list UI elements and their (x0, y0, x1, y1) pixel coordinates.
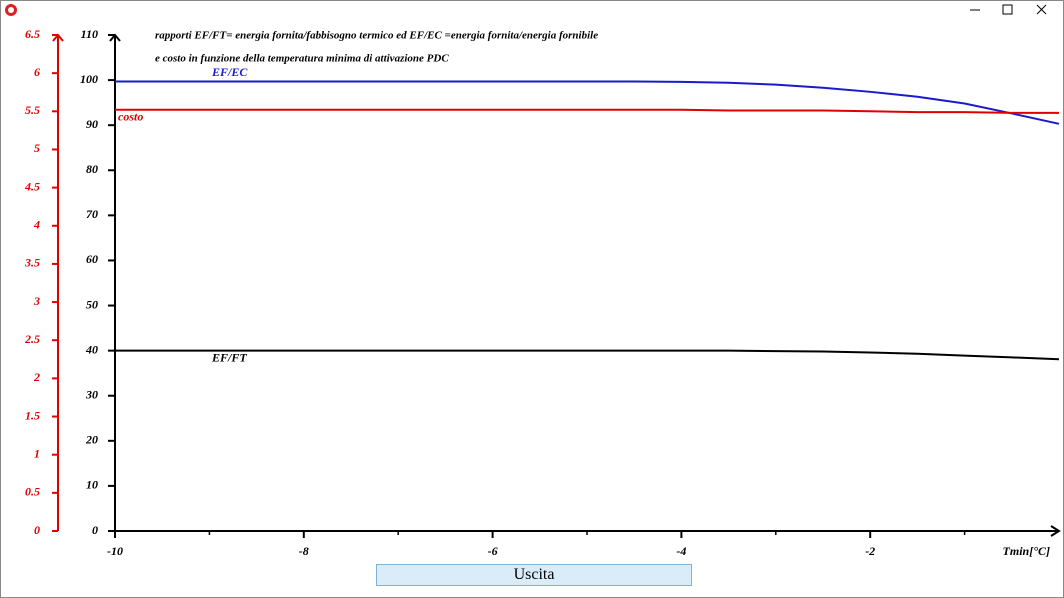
app-icon-center (8, 7, 14, 13)
y2-tick-label: 3.5 (24, 256, 40, 270)
series-line (115, 108, 1059, 114)
y2-tick-label: 6.5 (25, 27, 40, 41)
y2-tick-label: 1 (34, 446, 40, 460)
y-tick-label: 80 (86, 162, 98, 176)
series-line (115, 80, 1060, 125)
y-tick-label: 50 (86, 297, 98, 311)
y-tick-label: 100 (80, 72, 98, 86)
y2-tick-label: 0.5 (25, 485, 40, 499)
chart-title: rapporti EF/FT= energia fornita/fabbisog… (155, 30, 598, 42)
y-tick-label: 60 (86, 252, 98, 266)
y-tick-label: 70 (86, 207, 98, 221)
series-label: costo (118, 110, 143, 124)
y2-tick-label: 4 (33, 218, 40, 232)
y-tick-label: 90 (86, 117, 98, 131)
y2-tick-label: 2.5 (24, 332, 40, 346)
x-tick-label: -2 (865, 544, 875, 558)
maximize-button[interactable] (1002, 4, 1013, 15)
y2-tick-label: 5 (34, 141, 40, 155)
y2-tick-label: 6 (34, 65, 40, 79)
series-label: EF/EC (211, 65, 248, 79)
y-tick-label: 0 (92, 523, 98, 537)
x-tick-label: -10 (107, 544, 123, 558)
x-tick-label: -4 (676, 544, 686, 558)
chart-title: e costo in funzione della temperatura mi… (155, 53, 449, 65)
y-tick-label: 10 (86, 478, 98, 492)
y2-tick-label: 2 (33, 370, 40, 384)
exit-button[interactable]: Uscita (376, 564, 692, 586)
x-tick-label: -8 (299, 544, 309, 558)
x-axis-label: Tmin[°C] (1003, 544, 1050, 558)
y-tick-label: 20 (85, 433, 98, 447)
y2-tick-label: 3 (33, 294, 40, 308)
y-tick-label: 110 (81, 27, 98, 41)
y-tick-label: 40 (85, 342, 98, 356)
x-tick-label: -6 (488, 544, 498, 558)
y-tick-label: 30 (85, 387, 98, 401)
close-button[interactable] (1036, 4, 1047, 15)
y2-tick-label: 5.5 (25, 103, 40, 117)
series-line (115, 349, 1060, 361)
y2-tick-label: 0 (34, 523, 40, 537)
y2-tick-label: 1.5 (25, 408, 40, 422)
y2-tick-label: 4.5 (24, 179, 40, 193)
series-label: EF/FT (211, 350, 247, 364)
x-axis-arrow (1050, 525, 1061, 537)
